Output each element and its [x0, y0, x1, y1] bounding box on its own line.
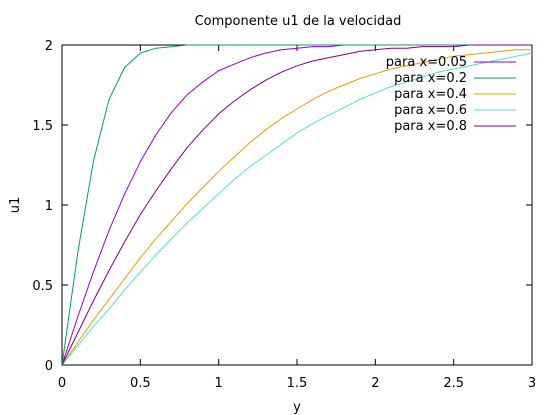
- y-tick-label: 0: [45, 359, 53, 374]
- series-line-1: [61, 44, 532, 366]
- y-axis-label: u1: [8, 197, 23, 214]
- chart-title: Componente u1 de la velocidad: [195, 14, 402, 29]
- legend-label: para x=0.2: [394, 71, 467, 86]
- y-tick-label: 2: [45, 39, 53, 54]
- x-tick-label: 1: [215, 376, 223, 391]
- x-tick-label: 2: [371, 376, 379, 391]
- x-tick-label: 1.5: [287, 376, 308, 391]
- legend-label: para x=0.8: [394, 119, 467, 134]
- x-tick-label: 3: [528, 376, 536, 391]
- x-axis-label: y: [293, 400, 301, 415]
- legend-label: para x=0.4: [394, 87, 467, 102]
- legend-label: para x=0.6: [394, 103, 467, 118]
- series-line-4: [61, 44, 532, 366]
- x-tick-label: 0.5: [130, 376, 151, 391]
- y-axis-ticks: 0 0.5 1 1.5 2: [32, 39, 532, 374]
- y-tick-label: 0.5: [32, 279, 53, 294]
- series-line-3: [61, 52, 533, 366]
- y-tick-label: 1: [45, 199, 53, 214]
- x-tick-label: 0: [58, 376, 66, 391]
- legend-label: para x=0.05: [386, 55, 467, 70]
- series-lines: [61, 44, 533, 366]
- x-tick-label: 2.5: [443, 376, 464, 391]
- y-tick-label: 1.5: [32, 119, 53, 134]
- series-line-2: [61, 49, 532, 366]
